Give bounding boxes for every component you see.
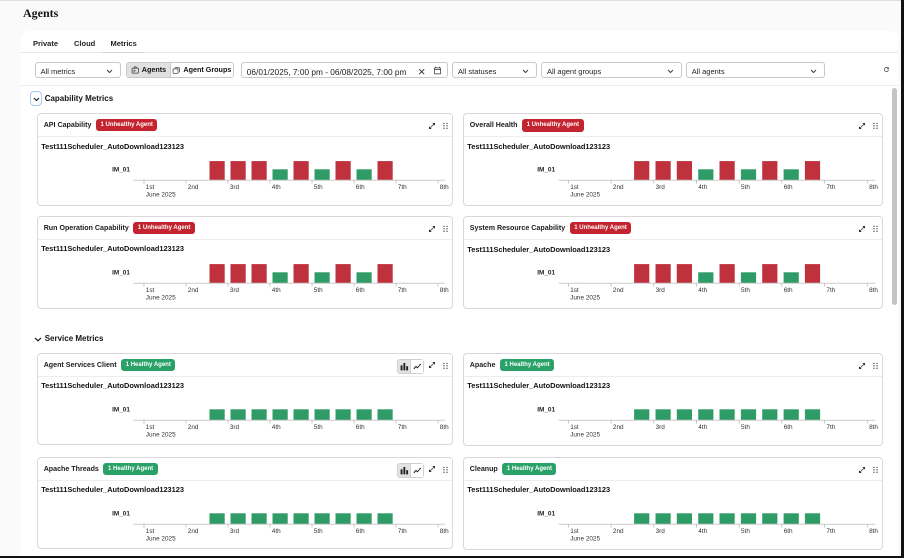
svg-text:5th: 5th <box>314 424 323 431</box>
svg-text:6th: 6th <box>356 287 365 294</box>
svg-text:IM_01: IM_01 <box>537 167 555 174</box>
svg-text:1st: 1st <box>570 528 579 535</box>
svg-text:IM_01: IM_01 <box>112 510 130 517</box>
svg-text:4th: 4th <box>272 287 281 294</box>
svg-text:7th: 7th <box>827 528 836 535</box>
svg-text:1st: 1st <box>146 424 155 431</box>
svg-text:8th: 8th <box>440 424 449 431</box>
svg-text:3rd: 3rd <box>230 528 240 535</box>
svg-text:5th: 5th <box>741 528 750 535</box>
svg-text:5th: 5th <box>741 287 750 294</box>
svg-text:IM_01: IM_01 <box>537 270 555 277</box>
svg-text:2nd: 2nd <box>188 424 199 431</box>
svg-text:7th: 7th <box>827 185 836 192</box>
svg-text:1st: 1st <box>570 424 579 431</box>
svg-text:7th: 7th <box>398 424 407 431</box>
svg-text:IM_01: IM_01 <box>537 406 555 413</box>
svg-text:3rd: 3rd <box>230 184 240 191</box>
svg-text:2nd: 2nd <box>613 287 624 294</box>
svg-text:June 2025: June 2025 <box>146 431 176 438</box>
svg-text:6th: 6th <box>784 185 793 192</box>
svg-text:June 2025: June 2025 <box>570 192 600 199</box>
svg-text:6th: 6th <box>784 528 793 535</box>
svg-text:8th: 8th <box>869 528 878 535</box>
svg-text:6th: 6th <box>784 424 793 431</box>
svg-text:IM_01: IM_01 <box>112 406 130 413</box>
svg-text:7th: 7th <box>827 287 836 294</box>
svg-text:8th: 8th <box>869 287 878 294</box>
svg-text:3rd: 3rd <box>230 424 240 431</box>
svg-text:5th: 5th <box>314 184 323 191</box>
svg-text:1st: 1st <box>146 287 155 294</box>
svg-text:4th: 4th <box>698 287 707 294</box>
svg-text:8th: 8th <box>440 528 449 535</box>
svg-text:5th: 5th <box>314 287 323 294</box>
svg-text:7th: 7th <box>398 528 407 535</box>
svg-text:June 2025: June 2025 <box>570 535 600 542</box>
svg-text:June 2025: June 2025 <box>570 295 600 302</box>
svg-text:1st: 1st <box>146 184 155 191</box>
svg-text:6th: 6th <box>356 424 365 431</box>
svg-text:8th: 8th <box>440 184 449 191</box>
svg-text:8th: 8th <box>869 185 878 192</box>
svg-text:5th: 5th <box>741 424 750 431</box>
svg-text:6th: 6th <box>356 528 365 535</box>
svg-text:2nd: 2nd <box>613 528 624 535</box>
svg-text:2nd: 2nd <box>188 184 199 191</box>
svg-text:7th: 7th <box>827 424 836 431</box>
svg-text:4th: 4th <box>272 184 281 191</box>
svg-text:3rd: 3rd <box>656 185 666 192</box>
svg-text:3rd: 3rd <box>656 528 666 535</box>
svg-text:2nd: 2nd <box>613 185 624 192</box>
svg-text:4th: 4th <box>698 424 707 431</box>
svg-text:8th: 8th <box>440 287 449 294</box>
svg-text:1st: 1st <box>570 287 579 294</box>
svg-text:8th: 8th <box>869 424 878 431</box>
svg-text:3rd: 3rd <box>656 287 666 294</box>
svg-text:6th: 6th <box>356 184 365 191</box>
svg-text:4th: 4th <box>272 424 281 431</box>
svg-text:6th: 6th <box>784 287 793 294</box>
svg-text:2nd: 2nd <box>613 424 624 431</box>
svg-text:3rd: 3rd <box>656 424 666 431</box>
svg-text:7th: 7th <box>398 287 407 294</box>
svg-text:1st: 1st <box>570 185 579 192</box>
svg-text:3rd: 3rd <box>230 287 240 294</box>
svg-text:5th: 5th <box>314 528 323 535</box>
svg-text:IM_01: IM_01 <box>537 510 555 517</box>
svg-text:1st: 1st <box>146 528 155 535</box>
svg-text:4th: 4th <box>698 185 707 192</box>
svg-text:June 2025: June 2025 <box>146 535 176 542</box>
svg-text:2nd: 2nd <box>188 528 199 535</box>
svg-text:7th: 7th <box>398 184 407 191</box>
svg-text:June 2025: June 2025 <box>146 294 176 301</box>
svg-text:2nd: 2nd <box>188 287 199 294</box>
svg-text:IM_01: IM_01 <box>112 269 130 276</box>
svg-text:June 2025: June 2025 <box>146 192 176 199</box>
svg-text:4th: 4th <box>698 528 707 535</box>
svg-text:4th: 4th <box>272 528 281 535</box>
svg-text:IM_01: IM_01 <box>112 167 130 174</box>
svg-text:5th: 5th <box>741 185 750 192</box>
svg-text:June 2025: June 2025 <box>570 431 600 438</box>
